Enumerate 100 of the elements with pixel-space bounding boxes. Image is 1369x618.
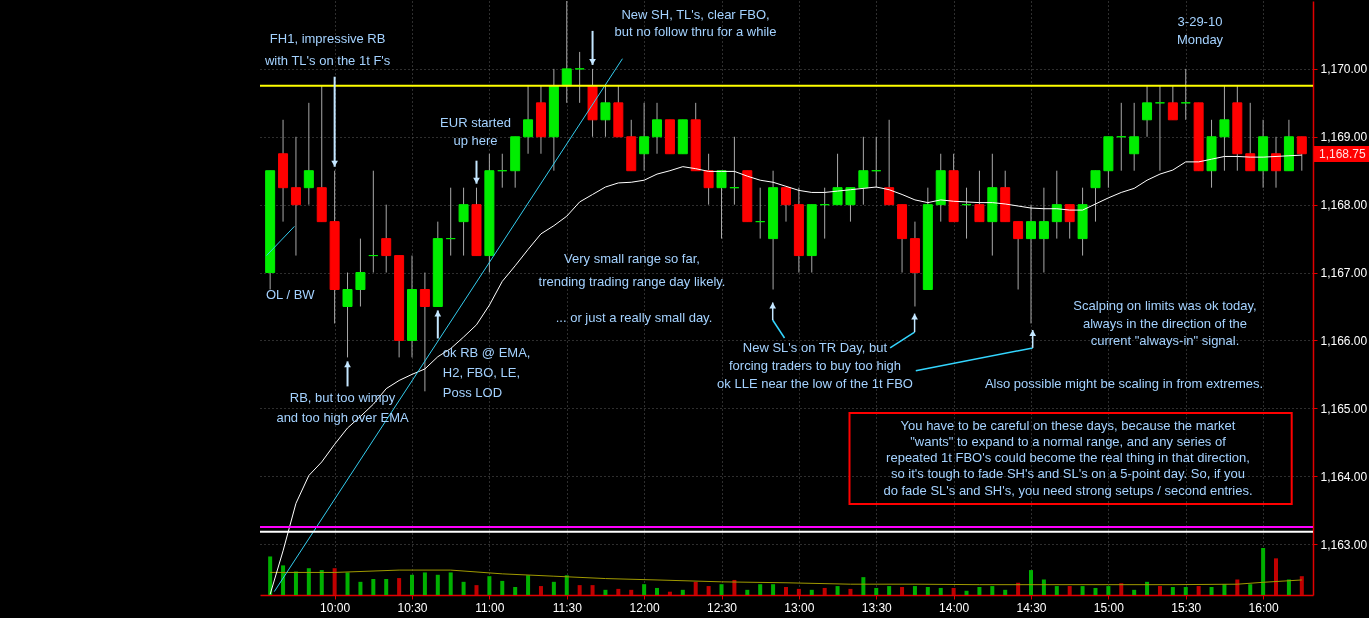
candlestick — [381, 204, 392, 274]
bar — [874, 587, 879, 595]
x-tick-label: 13:30 — [861, 600, 893, 615]
bar — [1080, 586, 1085, 595]
x-tick-label: 10:00 — [320, 600, 351, 615]
bar — [332, 568, 337, 595]
annotation: New SH, TL's, clear FBO, but no follow thru for a while — [614, 6, 777, 39]
bar — [1235, 579, 1240, 595]
annotation: 3-29-10 Monday — [1176, 14, 1224, 47]
bar — [500, 580, 505, 595]
x-tick-label: 11:00 — [475, 600, 505, 615]
x-tick-label: 15:00 — [1093, 600, 1125, 615]
bar — [551, 581, 556, 595]
bar — [1248, 584, 1253, 595]
candlestick — [290, 136, 301, 257]
candlestick — [1142, 85, 1153, 138]
bar — [358, 581, 363, 595]
bar — [461, 581, 466, 595]
bar — [771, 584, 776, 595]
bar — [990, 586, 995, 595]
x-tick-label: 12:30 — [706, 600, 738, 615]
bar — [912, 586, 917, 595]
bar — [745, 589, 750, 595]
candlestick — [303, 102, 314, 206]
bar — [371, 579, 376, 595]
y-tick-label: 1,164.00 — [1320, 469, 1368, 484]
candlestick — [1090, 170, 1101, 223]
bar — [1029, 570, 1033, 595]
annotation: Also possible might be scaling in from extremes. — [984, 376, 1264, 391]
x-tick-label: 11:30 — [552, 600, 583, 615]
bar — [513, 587, 518, 595]
bar — [796, 588, 801, 595]
annotation: OL / BW — [266, 287, 316, 302]
bar — [526, 575, 531, 595]
annotation: You have to be careful on these days, because the market "wants" to expand to a normal range, and any series of repeated 1t FBO's could become the real thing in that direction, so it's tough to fade SH's and SL's on a 5-point day. So, if you do fade SL's and SH's, you need strong setups / second entries. — [883, 417, 1253, 498]
bar — [783, 587, 788, 595]
bar — [861, 577, 866, 595]
candlestick — [600, 85, 611, 138]
candlestick — [703, 153, 714, 206]
bar — [603, 589, 608, 595]
bar — [422, 572, 427, 595]
bar — [1170, 587, 1175, 595]
candlestick — [1129, 102, 1140, 172]
bar — [268, 556, 273, 595]
bar — [1106, 586, 1111, 595]
bar — [1119, 583, 1124, 595]
bar — [822, 587, 827, 595]
x-tick-label: 10:30 — [397, 600, 428, 615]
x-tick-label: 14:00 — [939, 600, 970, 615]
candlestick — [1167, 85, 1178, 121]
candlestick — [1038, 187, 1049, 274]
candlestick — [561, 0, 572, 104]
bar — [1016, 582, 1021, 595]
candlestick — [355, 238, 366, 307]
x-tick-label: 16:00 — [1248, 600, 1279, 615]
bar — [1067, 586, 1072, 595]
bar — [938, 587, 943, 595]
candlestick — [1219, 85, 1230, 172]
candlestick — [832, 153, 843, 206]
x-tick-label: 12:00 — [629, 600, 660, 615]
bar — [1041, 579, 1046, 595]
candlestick — [780, 187, 791, 223]
x-tick-label: 15:30 — [1171, 600, 1202, 615]
candlestick — [342, 272, 353, 358]
candlestick — [1026, 204, 1036, 324]
bar — [590, 585, 595, 595]
annotation: New SL's on TR Day, but forcing traders to buy too high ok LLE near the low of the 1t FBO — [717, 340, 913, 391]
candlestick — [974, 170, 985, 223]
bar — [848, 588, 853, 595]
bar — [887, 586, 892, 595]
candlestick — [652, 102, 663, 155]
bar — [306, 568, 311, 595]
annotation: ok RB @ EMA, H2, FBO, LE, Poss LOD — [442, 345, 531, 401]
annotation: ... or just a really small day. — [555, 310, 713, 325]
annotation: Very small range so far, trending trading range day likely. — [538, 251, 726, 289]
x-tick-label: 13:00 — [784, 600, 815, 615]
bar — [616, 588, 621, 595]
candlestick — [523, 85, 534, 155]
y-tick-label: 1,166.00 — [1320, 333, 1368, 348]
bar — [925, 587, 930, 595]
y-tick-label: 1,167.00 — [1320, 266, 1368, 281]
bar — [1261, 548, 1266, 595]
bar — [1274, 558, 1279, 595]
annotation: Scalping on limits was ok today, always in the direction of the current "always-in" signal. — [1073, 298, 1257, 348]
y-tick-label: 1,168.00 — [1320, 198, 1368, 213]
bar — [758, 584, 763, 595]
candlestick — [716, 170, 727, 240]
candlestick — [1051, 170, 1062, 240]
candlestick — [1013, 221, 1024, 291]
bar — [693, 581, 698, 595]
y-tick-label: 1,170.00 — [1320, 62, 1368, 77]
annotation: EUR started up here — [440, 114, 511, 148]
bar — [1054, 586, 1059, 595]
candlestick — [639, 102, 650, 172]
bar — [448, 572, 453, 595]
bar — [642, 584, 647, 595]
bar — [435, 574, 440, 595]
bar — [1286, 579, 1291, 595]
bar — [1183, 587, 1188, 595]
annotation: FH1, impressive RB with TL's on the 1t F's — [263, 30, 391, 68]
